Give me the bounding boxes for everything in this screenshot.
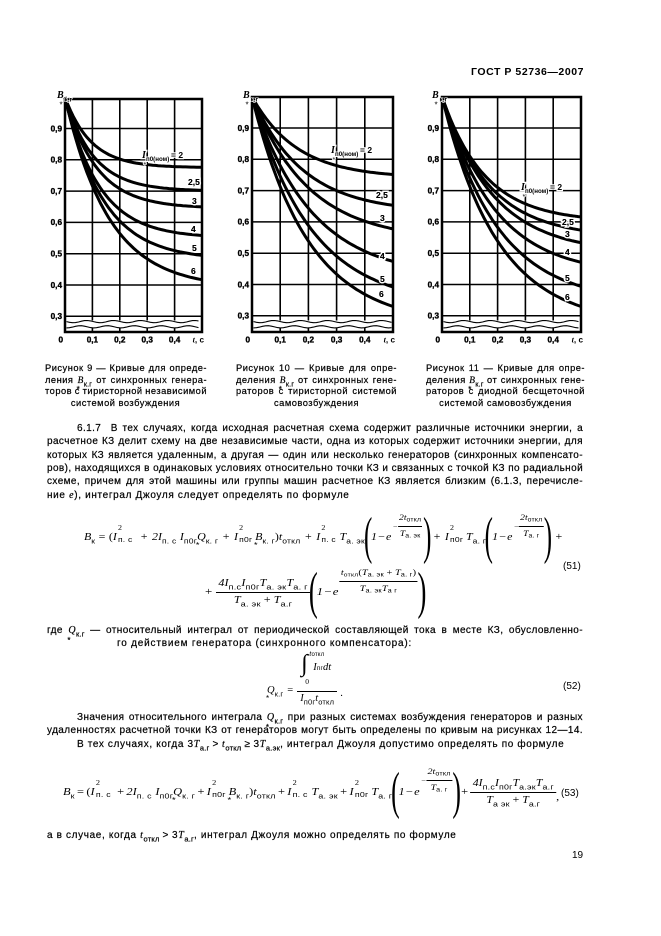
svg-text:0,8: 0,8 <box>238 155 250 164</box>
svg-text:5: 5 <box>380 274 385 284</box>
svg-text:t, c: t, c <box>384 336 396 345</box>
svg-text:6: 6 <box>191 266 196 276</box>
svg-text:к,г: к,г <box>251 97 259 104</box>
svg-text:0,3: 0,3 <box>142 336 154 345</box>
svg-text:6: 6 <box>191 266 196 276</box>
svg-text:0,5: 0,5 <box>238 249 250 258</box>
svg-text:2,5: 2,5 <box>562 217 574 227</box>
svg-text:4: 4 <box>380 251 385 261</box>
svg-text:к,г: к,г <box>440 97 448 104</box>
svg-text:В: В <box>242 90 250 101</box>
svg-text:4: 4 <box>380 251 385 261</box>
svg-text:2,5: 2,5 <box>562 217 574 227</box>
svg-text:0,4: 0,4 <box>548 336 560 345</box>
svg-text:2,5: 2,5 <box>376 190 388 200</box>
svg-text:0,9: 0,9 <box>238 124 250 133</box>
svg-text:= 2: = 2 <box>360 145 372 155</box>
svg-text:0: 0 <box>435 336 440 345</box>
svg-text:0: 0 <box>245 336 250 345</box>
svg-text:0,5: 0,5 <box>51 250 63 259</box>
svg-text:0,2: 0,2 <box>114 336 126 345</box>
svg-text:п0(ном): п0(ном) <box>146 156 169 163</box>
svg-text:3: 3 <box>380 213 385 223</box>
svg-text:I: I <box>330 145 336 156</box>
svg-text:0,4: 0,4 <box>238 280 250 289</box>
svg-text:0,7: 0,7 <box>238 186 250 195</box>
svg-text:0,1: 0,1 <box>464 336 476 345</box>
svg-text:4: 4 <box>191 224 196 234</box>
svg-text:0,6: 0,6 <box>428 218 440 227</box>
svg-text:0,3: 0,3 <box>238 312 250 321</box>
svg-text:= 2: = 2 <box>171 150 183 160</box>
svg-text:2,5: 2,5 <box>188 177 200 187</box>
svg-text:0,6: 0,6 <box>238 218 250 227</box>
svg-text:0,2: 0,2 <box>303 336 315 345</box>
svg-text:t, c: t, c <box>193 336 205 345</box>
svg-text:0,4: 0,4 <box>359 336 371 345</box>
svg-text:0,9: 0,9 <box>428 124 440 133</box>
svg-text:В: В <box>431 90 439 101</box>
svg-text:0,1: 0,1 <box>87 336 99 345</box>
svg-text:5: 5 <box>565 273 570 283</box>
svg-text:6: 6 <box>379 289 384 299</box>
svg-text:0,3: 0,3 <box>331 336 343 345</box>
svg-text:5: 5 <box>565 273 570 283</box>
svg-text:0: 0 <box>58 336 63 345</box>
svg-text:0,3: 0,3 <box>520 336 532 345</box>
svg-text:3: 3 <box>565 229 570 239</box>
svg-text:6: 6 <box>379 289 384 299</box>
svg-text:0,7: 0,7 <box>428 186 440 195</box>
svg-text:0,9: 0,9 <box>51 124 63 133</box>
svg-text:2,5: 2,5 <box>376 190 388 200</box>
svg-text:0,8: 0,8 <box>51 156 63 165</box>
svg-text:0,8: 0,8 <box>428 155 440 164</box>
svg-text:0,1: 0,1 <box>275 336 287 345</box>
svg-text:0,4: 0,4 <box>51 281 63 290</box>
svg-text:0,7: 0,7 <box>51 187 63 196</box>
svg-text:В: В <box>56 90 64 101</box>
svg-text:6: 6 <box>565 292 570 302</box>
svg-text:6: 6 <box>565 292 570 302</box>
svg-text:*: * <box>144 162 147 169</box>
svg-text:5: 5 <box>192 243 197 253</box>
svg-text:*: * <box>60 101 63 110</box>
svg-text:*: * <box>435 101 438 110</box>
svg-text:4: 4 <box>565 247 570 257</box>
svg-text:*: * <box>333 157 336 164</box>
svg-text:0,3: 0,3 <box>428 312 440 321</box>
svg-text:3: 3 <box>192 196 197 206</box>
svg-text:*: * <box>523 194 526 201</box>
svg-text:3: 3 <box>192 196 197 206</box>
svg-text:4: 4 <box>565 247 570 257</box>
svg-text:3: 3 <box>565 229 570 239</box>
svg-text:0,3: 0,3 <box>51 312 63 321</box>
svg-text:0,4: 0,4 <box>428 280 440 289</box>
svg-text:= 2: = 2 <box>550 182 562 192</box>
svg-text:5: 5 <box>192 243 197 253</box>
svg-text:к,г: к,г <box>65 97 73 104</box>
svg-text:I: I <box>141 150 147 161</box>
svg-text:0,4: 0,4 <box>169 336 181 345</box>
svg-text:4: 4 <box>191 224 196 234</box>
svg-text:п0(ном): п0(ном) <box>335 151 358 158</box>
svg-text:0,2: 0,2 <box>492 336 504 345</box>
svg-text:*: * <box>246 101 249 110</box>
svg-text:5: 5 <box>380 274 385 284</box>
svg-text:п0(ном): п0(ном) <box>525 188 548 195</box>
svg-text:0,5: 0,5 <box>428 249 440 258</box>
svg-text:0,6: 0,6 <box>51 218 63 227</box>
svg-text:I: I <box>520 182 526 193</box>
svg-text:3: 3 <box>380 213 385 223</box>
svg-text:t, c: t, c <box>572 336 584 345</box>
svg-text:2,5: 2,5 <box>188 177 200 187</box>
